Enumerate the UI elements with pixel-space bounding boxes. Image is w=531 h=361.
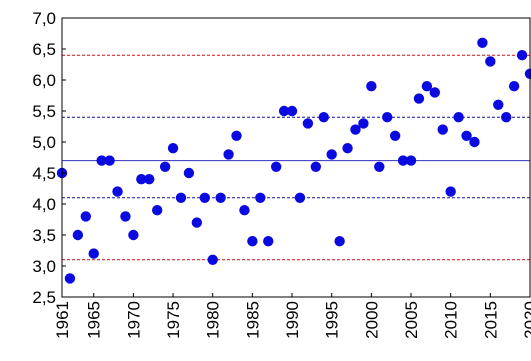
x-tick-label: 1980	[204, 301, 223, 339]
data-point	[516, 50, 528, 61]
y-tick-label: 4,0	[32, 195, 56, 214]
reference-lines	[62, 54, 530, 261]
data-point	[437, 124, 448, 135]
data-point	[294, 192, 306, 203]
data-point	[239, 205, 250, 216]
data-point	[112, 186, 123, 197]
data-point	[477, 37, 488, 48]
y-tick-label: 5,0	[32, 133, 56, 152]
data-point	[366, 81, 377, 92]
x-tick-label: 2005	[402, 301, 421, 339]
data-point	[72, 229, 84, 241]
data-point	[501, 112, 512, 123]
data-point	[128, 229, 139, 241]
y-tick-label: 4,5	[32, 164, 56, 183]
data-point	[278, 105, 290, 117]
data-point	[350, 124, 361, 135]
y-tick-label: 2,5	[32, 288, 56, 307]
data-point	[326, 149, 337, 160]
x-tick-label: 2015	[481, 301, 500, 339]
x-tick-label: 1990	[283, 301, 302, 339]
data-point	[255, 192, 266, 203]
data-point	[429, 87, 441, 98]
data-point	[453, 112, 464, 123]
y-tick-label: 7,0	[32, 9, 56, 28]
y-tick-label: 3,0	[32, 257, 56, 276]
data-point	[286, 105, 298, 117]
data-point	[96, 155, 107, 166]
data-point	[167, 143, 179, 154]
data-point	[80, 211, 91, 222]
data-point	[310, 161, 322, 172]
data-point	[104, 155, 115, 166]
data-point	[485, 56, 496, 67]
y-tick-label: 6,0	[32, 71, 56, 90]
data-point	[382, 112, 393, 123]
data-point	[223, 149, 234, 160]
data-point	[159, 161, 171, 172]
x-tick-label: 1961	[53, 301, 72, 339]
data-point	[175, 192, 187, 203]
x-tick-label: 1965	[85, 301, 104, 339]
data-point	[469, 136, 480, 148]
x-tick-label: 1995	[323, 301, 342, 339]
data-point	[151, 205, 163, 216]
data-point	[270, 161, 282, 172]
data-point	[263, 236, 274, 247]
data-point	[493, 99, 504, 111]
data-point	[374, 161, 385, 172]
data-point	[318, 112, 329, 123]
data-point	[183, 167, 195, 179]
data-point	[334, 236, 345, 247]
data-point	[508, 81, 520, 92]
data-point	[461, 130, 472, 141]
x-tick-label: 1970	[124, 301, 143, 339]
data-point	[88, 248, 99, 259]
y-tick-label: 6,5	[32, 40, 56, 59]
data-point	[389, 130, 401, 141]
data-points	[56, 37, 531, 284]
x-tick-label: 2020	[521, 301, 531, 339]
x-axis-ticks: 1961 1965 1970 1975 1980 1985 1990 1995 2000 2005…	[53, 293, 531, 339]
y-tick-label: 3,5	[32, 226, 56, 245]
data-point	[64, 273, 76, 284]
x-tick-label: 1985	[243, 301, 262, 339]
x-tick-label: 2010	[442, 301, 461, 339]
data-point	[524, 68, 531, 79]
data-point	[144, 174, 155, 185]
data-point	[413, 93, 425, 104]
data-point	[445, 186, 456, 197]
x-tick-label: 1975	[164, 301, 183, 339]
y-axis-ticks: 2,5 3,0 3,5 4,0 4,5 5,0 5,5 6,0 6,5 7,0	[32, 9, 66, 307]
data-point	[207, 254, 218, 265]
data-point	[342, 143, 353, 154]
data-point	[136, 174, 147, 185]
data-point	[191, 217, 203, 228]
data-point	[231, 130, 242, 141]
data-point	[247, 236, 258, 247]
data-point	[421, 81, 433, 92]
y-tick-label: 5,5	[32, 102, 56, 121]
data-point	[215, 192, 226, 203]
data-point	[302, 118, 314, 129]
x-tick-label: 2000	[362, 301, 381, 339]
data-point	[199, 192, 210, 203]
plot-frame	[61, 17, 531, 298]
data-point	[405, 155, 417, 166]
data-point	[358, 118, 369, 129]
data-point	[397, 155, 409, 166]
data-point	[120, 211, 131, 222]
